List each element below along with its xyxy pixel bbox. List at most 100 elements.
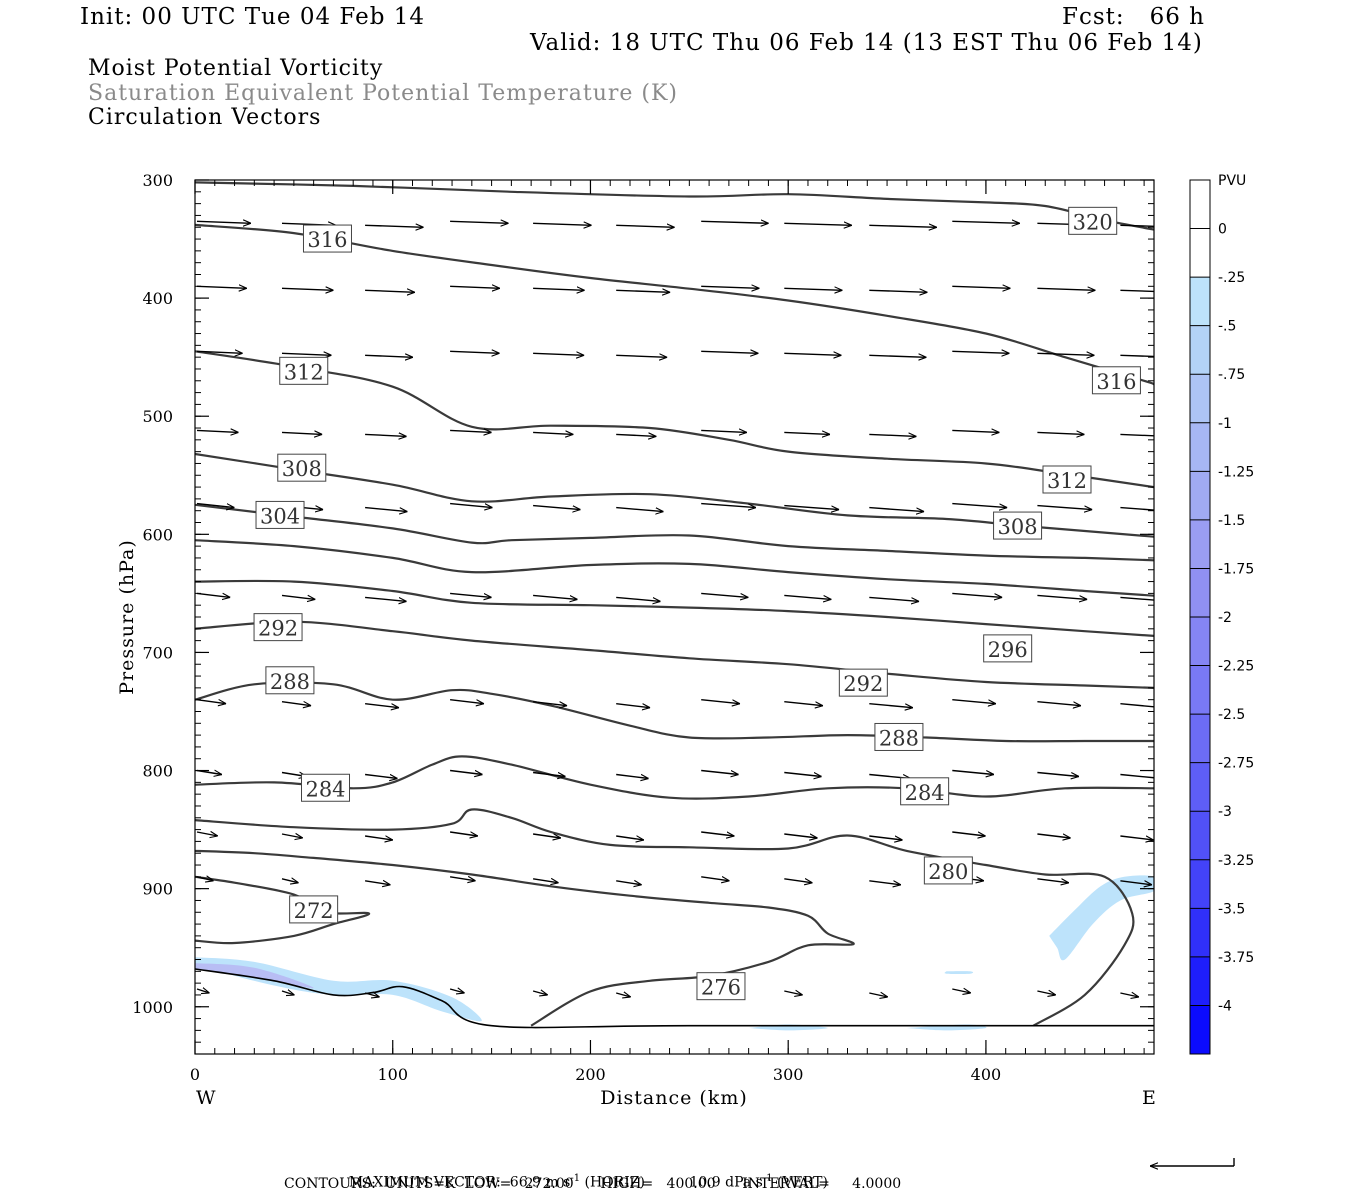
circulation-vector <box>952 221 1020 223</box>
colorbar-label: -.25 <box>1218 270 1245 286</box>
colorbar-label: -2 <box>1218 610 1232 626</box>
x-tick-label: 300 <box>773 1065 804 1084</box>
colorbar-swatch <box>1190 665 1210 715</box>
contour-label-text: 288 <box>879 726 919 750</box>
circulation-vector <box>450 221 509 223</box>
contour-label-288: 288 <box>874 722 924 751</box>
circulation-vector <box>533 771 565 777</box>
circulation-vector <box>616 993 631 997</box>
colorbar-swatch <box>1190 956 1210 1006</box>
colorbar-label: -2.75 <box>1218 756 1254 772</box>
circulation-vector <box>952 430 999 432</box>
circulation-vector <box>450 351 500 353</box>
contour-label-box <box>1091 366 1141 395</box>
circulation-vector <box>784 353 841 355</box>
contour-label-text: 292 <box>258 617 298 641</box>
circulation-vector <box>449 832 478 836</box>
contour-label-box <box>265 666 315 695</box>
contour-label-292: 292 <box>253 613 303 642</box>
circulation-vector <box>952 351 1009 353</box>
contour-label-280: 280 <box>923 856 973 885</box>
east-label: E <box>1142 1087 1157 1109</box>
circulation-vector <box>196 832 218 836</box>
circulation-vector <box>952 592 1002 597</box>
circulation-vector <box>952 831 985 836</box>
circulation-vector <box>196 877 214 881</box>
contour-label-text: 284 <box>305 777 345 801</box>
x-tick-label: 200 <box>575 1065 606 1084</box>
contour-label-308: 308 <box>993 511 1043 540</box>
contour-label-layer: 316 320 312 316 308 312 304 308 292 296 288 292 288 2… <box>253 206 1141 1001</box>
theta-e-contour-288 <box>195 681 1154 743</box>
colorbar-label: -2.5 <box>1218 707 1245 723</box>
colorbar-swatch <box>1190 422 1210 472</box>
circulation-vector <box>784 833 817 838</box>
contour-label-text: 276 <box>701 976 741 1000</box>
circulation-vector <box>1120 703 1154 708</box>
circulation-vector <box>784 432 830 434</box>
contour-label-312: 312 <box>1042 465 1092 494</box>
horiz-suffix: (HORIZ) <box>584 1174 645 1191</box>
contour-label-text: 280 <box>928 860 968 884</box>
contour-label-box <box>874 722 924 751</box>
circulation-vector <box>869 596 919 601</box>
circulation-vector <box>1037 353 1094 355</box>
y-tick-label: 700 <box>142 643 173 662</box>
colorbar: 0 -.25 -.5 -.75 -1 -1.25 -1.5 -1.75 -2 -2.25 -2.5 -… <box>1189 179 1254 1055</box>
contour-label-276: 276 <box>696 972 746 1001</box>
contour-label-text: 312 <box>1047 469 1087 493</box>
colorbar-label: -1 <box>1218 416 1232 432</box>
colorbar-swatch <box>1190 277 1210 327</box>
field-title-mpv: Moist Potential Vorticity <box>88 56 384 81</box>
contour-label-272: 272 <box>289 895 339 924</box>
circulation-vector <box>1037 288 1095 290</box>
circulation-vector <box>364 993 380 997</box>
circulation-vector <box>532 879 559 883</box>
circulation-vector <box>365 596 407 601</box>
circulation-vector <box>1120 993 1139 997</box>
circulation-vector <box>616 225 675 227</box>
field-title-theta-es: Saturation Equivalent Potential Temperat… <box>88 81 678 106</box>
colorbar-swatch <box>1190 519 1210 569</box>
circulation-vector <box>532 834 561 838</box>
circulation-vector <box>281 834 303 838</box>
max-vector-label: MAXIMUM VECTOR: <box>348 1174 501 1191</box>
forecast-hour: Fcst: 66 h <box>1062 4 1205 30</box>
circulation-vector <box>869 703 913 708</box>
valid-time: Valid: 18 UTC Thu 06 Feb 14 (13 EST Thu … <box>530 30 1203 56</box>
contour-label-284: 284 <box>301 773 351 802</box>
circulation-vector <box>533 504 580 510</box>
theta-e-contour-296 <box>195 579 1154 637</box>
circulation-vector <box>281 879 299 883</box>
colorbar-label: -4 <box>1218 998 1232 1014</box>
reference-vector <box>1150 1158 1235 1166</box>
colorbar-label: -3 <box>1218 804 1232 820</box>
circulation-vector <box>1120 773 1154 779</box>
circulation-vector <box>450 699 484 704</box>
circulation-vector <box>533 288 585 290</box>
circulation-vector <box>1120 835 1153 840</box>
circulation-vector <box>281 702 311 706</box>
field-title-vectors: Circulation Vectors <box>88 105 322 130</box>
circulation-vector <box>196 430 239 432</box>
circulation-vector <box>1120 596 1154 601</box>
circulation-vector <box>784 223 852 225</box>
theta-e-contour-300 <box>195 539 1154 597</box>
circulation-vector <box>701 699 740 704</box>
circulation-vector <box>952 502 1007 508</box>
contour-label-text: 316 <box>1096 370 1136 394</box>
colorbar-swatch <box>1190 374 1210 424</box>
circulation-vector <box>869 355 926 357</box>
circulation-vector <box>196 989 210 993</box>
colorbar-label: -.75 <box>1218 367 1245 383</box>
y-tick-label: 300 <box>142 171 173 190</box>
init-time: Init: 00 UTC Tue 04 Feb 14 <box>80 4 426 30</box>
circulation-vector <box>952 989 971 993</box>
circulation-vector <box>281 594 315 599</box>
contour-label-292: 292 <box>838 668 888 697</box>
circulation-vector <box>196 221 251 223</box>
circulation-vector <box>869 506 924 512</box>
circulation-vector <box>365 355 413 357</box>
circulation-vector <box>196 771 222 775</box>
y-tick-label: 400 <box>142 289 173 308</box>
